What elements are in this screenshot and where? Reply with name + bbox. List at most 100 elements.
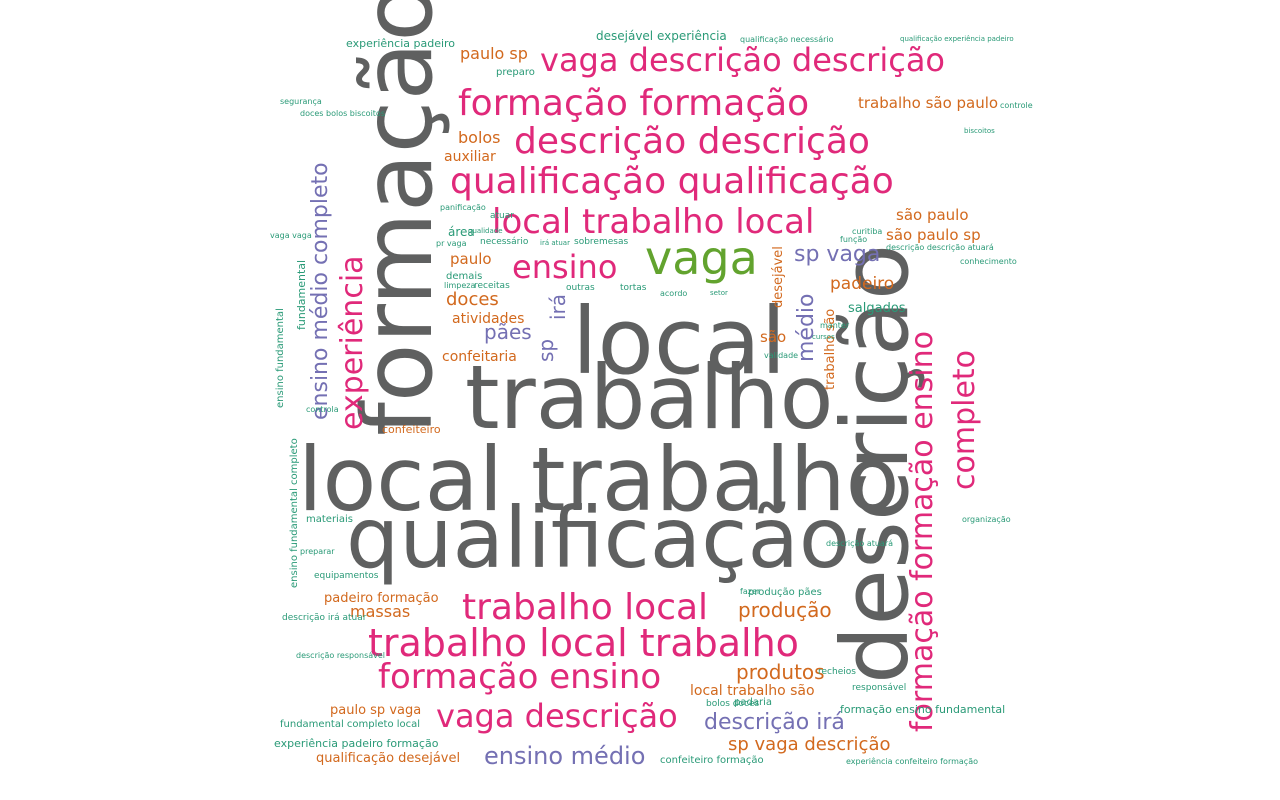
word: curitiba — [852, 227, 883, 236]
word: descrição irá atuar — [282, 613, 367, 623]
word-vertical: trabalho são — [823, 308, 838, 390]
word-vertical: completo — [947, 349, 982, 490]
word: experiência padeiro formação — [274, 737, 439, 750]
word: paulo sp — [460, 44, 528, 63]
word: preparo — [496, 67, 535, 78]
word: trabalho local — [462, 587, 709, 628]
word: irá atuar — [540, 239, 570, 247]
word: são — [760, 328, 787, 346]
word: equipamentos — [314, 571, 379, 581]
word: validade — [764, 351, 799, 360]
word-vertical: médio — [794, 293, 819, 362]
word: são paulo sp — [886, 226, 981, 244]
word: massas — [350, 602, 411, 621]
word: atividades — [452, 311, 525, 327]
word: trabalho — [465, 346, 834, 449]
word: materiais — [306, 514, 353, 525]
word: vaga descrição descrição — [540, 41, 945, 79]
word: limpeza — [444, 281, 476, 290]
word: qualificação qualificação — [450, 161, 894, 202]
word: confeitaria — [442, 349, 517, 365]
word: qualificação necessário — [740, 35, 834, 44]
word: preparar — [300, 547, 335, 556]
word: tortas — [620, 283, 647, 293]
word: doces bolos biscoitos — [300, 109, 385, 118]
word: organização — [962, 515, 1011, 524]
word: controle — [1000, 101, 1033, 110]
word-vertical: experiência — [335, 255, 370, 430]
word: desejável experiência — [596, 29, 727, 43]
word: outras — [566, 283, 595, 293]
word: padeiro — [830, 274, 895, 294]
word: trabalho são paulo — [858, 94, 999, 112]
word: bolos — [458, 128, 501, 147]
word: atuar — [490, 211, 514, 221]
word: formação formação — [458, 83, 810, 124]
word: conhecimento — [960, 257, 1017, 266]
word: qualificação experiência padeiro — [900, 35, 1014, 43]
word: paulo sp vaga — [330, 703, 422, 718]
word-vertical: formação formação ensino — [905, 330, 940, 732]
word: pães — [484, 320, 532, 344]
word: descrição atuará — [826, 539, 894, 548]
word: segurança — [280, 97, 322, 106]
word: vaga descrição — [436, 697, 678, 735]
word: ensino — [512, 248, 618, 286]
word: receitas — [474, 281, 510, 291]
word: qualificação desejável — [316, 751, 461, 766]
word: demais — [446, 271, 483, 282]
word: biscoitos — [964, 127, 995, 135]
word: cursos — [812, 333, 835, 341]
word: local trabalho são — [690, 683, 815, 699]
word: sp vaga descrição — [728, 734, 891, 755]
word: vaga vaga — [270, 231, 312, 240]
word: produção pães — [748, 587, 822, 598]
word: recheios — [818, 667, 856, 677]
word: fazer — [740, 587, 761, 596]
word: formação ensino fundamental — [840, 703, 1006, 716]
word: acordo — [660, 289, 688, 298]
word: ensino médio — [484, 742, 646, 770]
word: trabalho local trabalho — [368, 621, 799, 665]
word: local — [572, 288, 787, 395]
word: paulo — [450, 250, 492, 268]
word-vertical: sp — [534, 338, 558, 362]
word: pr vaga — [436, 239, 467, 248]
word: qualidade — [468, 227, 503, 235]
word: área — [448, 225, 475, 239]
word: setor — [710, 289, 728, 297]
word: são paulo — [896, 206, 969, 224]
word: sobremesas — [574, 237, 629, 247]
word-vertical: desejável — [771, 246, 786, 308]
word: formação ensino — [378, 657, 662, 697]
word: padaria — [734, 697, 772, 708]
word: qualificação — [346, 489, 851, 587]
word: responsável — [852, 683, 907, 693]
word: experiência confeiteiro formação — [846, 757, 978, 766]
word: bolos doces — [706, 699, 760, 709]
word: fundamental completo local — [280, 719, 421, 730]
word: salgados — [848, 301, 906, 316]
word: função — [840, 235, 868, 244]
word: descrição responsável — [296, 651, 386, 660]
word: produção — [738, 598, 832, 622]
word-vertical: ensino médio completo — [308, 162, 333, 420]
word: sp vaga — [794, 242, 881, 267]
word: panificação — [440, 203, 486, 212]
word-vertical: ensino fundamental — [275, 308, 286, 408]
word-vertical: irá — [546, 293, 570, 320]
word: manter — [820, 321, 850, 330]
word: descrição irá — [704, 710, 845, 735]
word: descrição descrição — [514, 121, 870, 162]
word: confeiteiro formação — [660, 755, 764, 766]
word: controla — [306, 405, 339, 414]
word-vertical: ensino fundamental completo — [289, 438, 300, 588]
word-vertical: fundamental — [295, 259, 308, 330]
word: experiência padeiro — [346, 37, 456, 50]
word: local trabalho local — [492, 202, 815, 242]
word: padeiro formação — [324, 591, 439, 606]
word: auxiliar — [444, 149, 496, 165]
word: produtos — [736, 660, 825, 684]
word: descrição descrição atuará — [886, 243, 994, 252]
